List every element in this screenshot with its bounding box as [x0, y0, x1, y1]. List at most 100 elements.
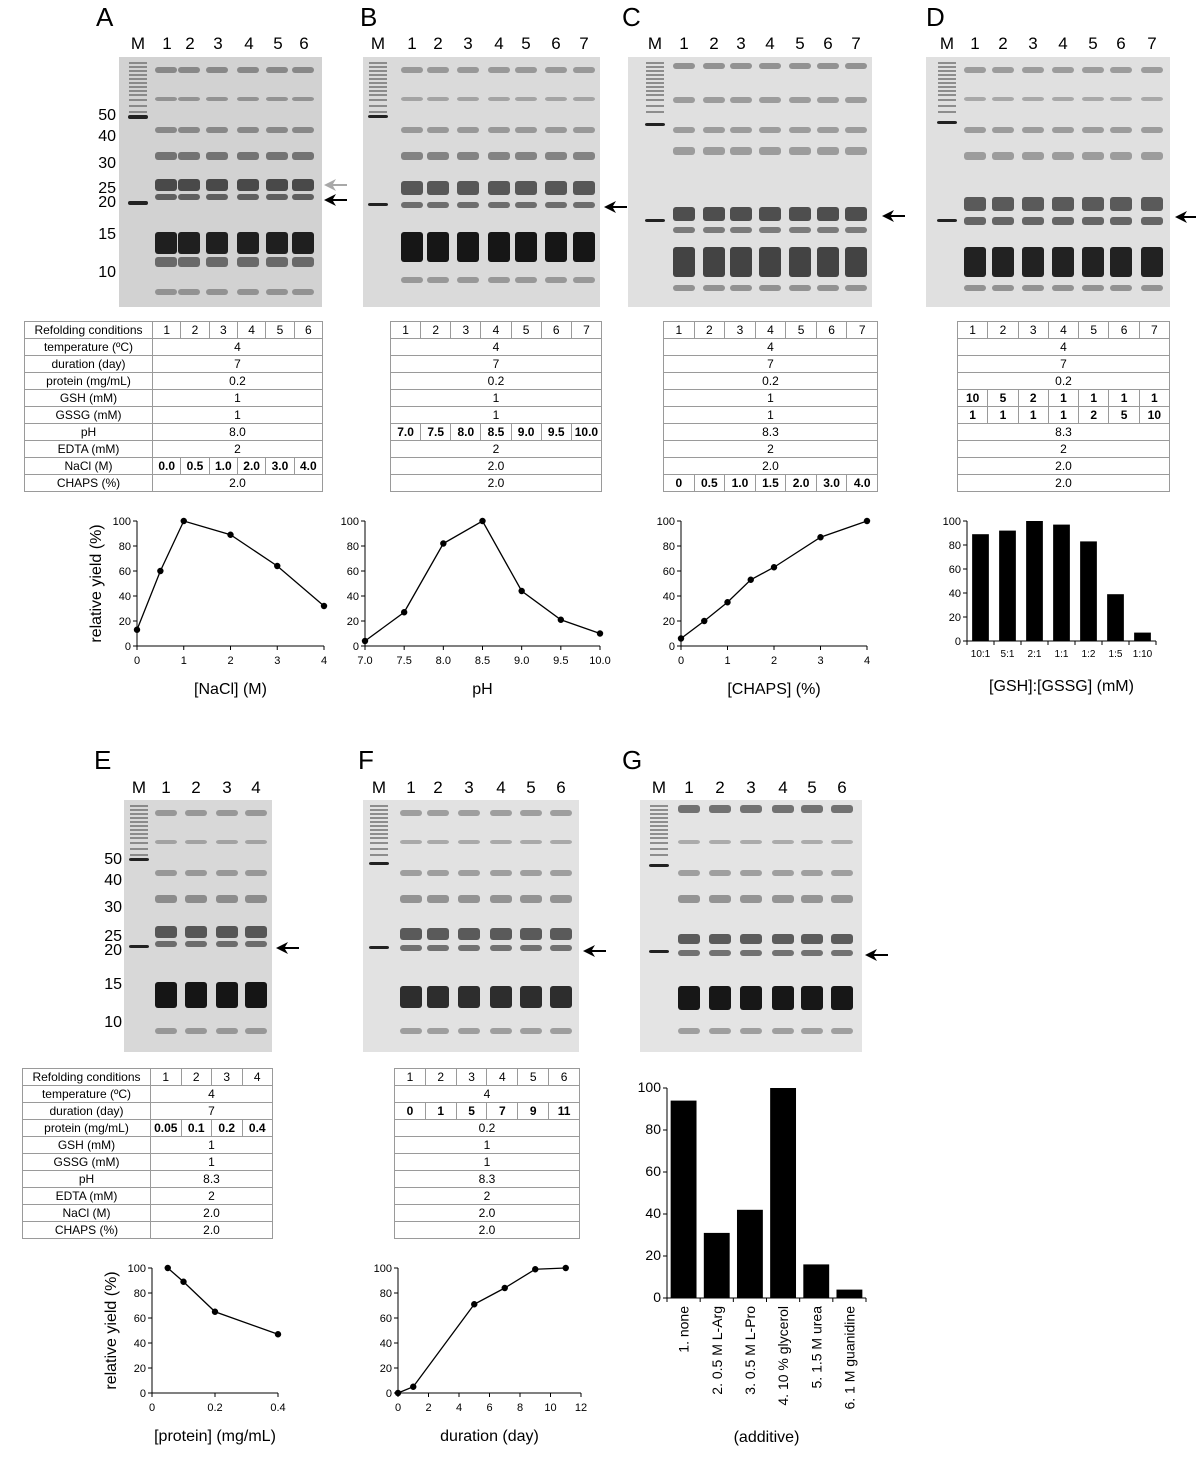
- ladder-band: [650, 813, 668, 815]
- table-row: 2.0: [663, 457, 878, 475]
- lane-label: 2: [185, 34, 195, 53]
- protein-band: [206, 67, 228, 73]
- protein-band: [400, 1028, 422, 1034]
- table-header-cell: 2: [424, 1068, 457, 1086]
- protein-band: [490, 945, 512, 951]
- x-tick-label: 2: [425, 1402, 431, 1414]
- table-cell: 0: [663, 474, 695, 492]
- protein-band: [1082, 67, 1104, 73]
- table-header-cell: 3: [724, 321, 756, 339]
- protein-band: [206, 232, 228, 254]
- x-tick-label: 0: [395, 1402, 401, 1414]
- table-cell: 8.0: [152, 423, 323, 441]
- protein-band: [427, 67, 449, 73]
- black-arrow-icon: [324, 194, 347, 206]
- x-tick-label: 0.2: [207, 1402, 222, 1414]
- ladder-band: [646, 111, 664, 113]
- protein-band: [789, 227, 811, 233]
- table-row: 2: [390, 440, 602, 458]
- protein-band: [401, 67, 423, 73]
- x-tick-label: 3. 0.5 M L-Pro: [742, 1306, 758, 1395]
- protein-band: [457, 277, 479, 283]
- x-tick-label: 1: [181, 655, 187, 667]
- x-tick-label: 1:1: [1055, 649, 1069, 660]
- protein-band: [545, 97, 567, 101]
- lane-label-marker: M: [131, 778, 147, 797]
- table-cell: 8.3: [394, 1170, 580, 1188]
- protein-band: [550, 810, 572, 816]
- table-cell: 0.5: [693, 474, 726, 492]
- y-tick-label: 100: [657, 516, 675, 528]
- data-point: [701, 617, 708, 625]
- table-row: 1: [663, 389, 878, 407]
- protein-band: [817, 207, 839, 221]
- table-row-label: NaCl (M): [22, 1204, 151, 1222]
- y-tick-label: 100: [638, 1079, 662, 1095]
- table-row: temperature (ºC) 4: [22, 1085, 273, 1103]
- chart-d: 0 20 40 60 80 100 10:1 5:1 2:1 1:1 1:2 1:5 1:10 [GSH]…: [943, 516, 1157, 695]
- table-cell: 2.0: [663, 457, 878, 475]
- ladder-band: [129, 70, 147, 72]
- protein-band: [245, 870, 267, 876]
- marker-band: [129, 858, 149, 861]
- protein-band: [515, 152, 537, 160]
- protein-band: [216, 941, 238, 947]
- x-tick-label: 5. 1.5 M urea: [808, 1306, 824, 1389]
- table-cell: 11: [548, 1102, 580, 1120]
- ladder-band: [938, 99, 956, 101]
- table-row: 2.0: [957, 457, 1170, 475]
- y-tick-label: 20: [347, 616, 359, 628]
- lane-label: 4: [765, 34, 775, 53]
- protein-band: [266, 257, 288, 267]
- marker-band: [645, 219, 665, 222]
- y-tick-label: 20: [645, 1247, 661, 1263]
- lane-label: 1: [407, 34, 417, 53]
- table-row: 1 1 1 1 2 5 10: [956, 406, 1170, 424]
- protein-band: [1082, 127, 1104, 133]
- table-cell: 2.0: [150, 1204, 273, 1222]
- protein-band: [237, 257, 259, 267]
- mw-label: 25: [104, 928, 122, 945]
- x-tick-label: 0: [678, 655, 684, 667]
- protein-band: [730, 285, 752, 291]
- lane-label: 6: [1116, 34, 1126, 53]
- protein-band: [709, 840, 731, 844]
- protein-band: [155, 810, 177, 816]
- protein-band: [964, 285, 986, 291]
- table-row: GSSG (mM) 1: [22, 1153, 273, 1171]
- protein-band: [1141, 127, 1163, 133]
- data-point: [274, 1331, 282, 1338]
- protein-band: [427, 895, 449, 903]
- table-cell: 1.5: [754, 474, 787, 492]
- protein-band: [801, 870, 823, 876]
- x-tick-label: 10:1: [971, 649, 991, 660]
- mw-label: 40: [104, 872, 122, 889]
- protein-band: [709, 870, 731, 876]
- table-row: 1: [394, 1136, 580, 1154]
- chart-a: 0 20 40 60 80 100 relative yield (%) 0 1 2 3 4 [NaCl…: [88, 516, 328, 698]
- table-cell: 0.2: [390, 372, 602, 390]
- table-cell: 5: [455, 1102, 488, 1120]
- protein-band: [801, 895, 823, 903]
- table-cell: 9: [517, 1102, 550, 1120]
- protein-band: [400, 810, 422, 816]
- protein-band: [673, 247, 695, 277]
- protein-band: [155, 257, 177, 267]
- mw-label: 25: [98, 180, 116, 197]
- protein-band: [759, 207, 781, 221]
- protein-band: [1082, 97, 1104, 101]
- protein-band: [427, 127, 449, 133]
- protein-band: [550, 945, 572, 951]
- table-row: 8.3: [663, 423, 878, 441]
- protein-band: [488, 181, 510, 195]
- ladder-band: [646, 78, 664, 80]
- ladder-band: [370, 805, 388, 807]
- protein-band: [1022, 67, 1044, 73]
- marker-band: [128, 201, 148, 205]
- table-row: 7: [957, 355, 1170, 373]
- data-point: [180, 1278, 187, 1285]
- ladder-band: [646, 99, 664, 101]
- data-point: [562, 1264, 569, 1272]
- ladder-band: [369, 62, 387, 64]
- protein-band: [520, 840, 542, 844]
